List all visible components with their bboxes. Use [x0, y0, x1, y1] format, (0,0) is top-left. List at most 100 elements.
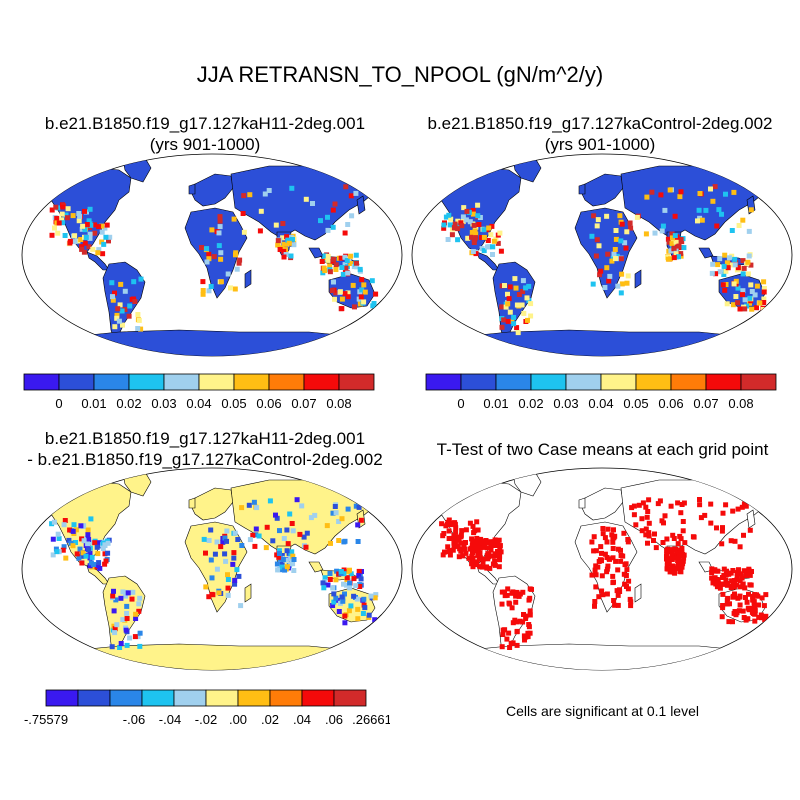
grid-cell — [325, 214, 330, 220]
grid-cell — [669, 241, 675, 247]
grid-cell — [519, 302, 525, 308]
grid-cell — [129, 596, 135, 602]
grid-cell — [86, 244, 92, 250]
grid-cell — [615, 546, 621, 552]
grid-cell — [67, 238, 73, 244]
grid-cell — [510, 589, 516, 595]
grid-cell — [691, 534, 697, 540]
grid-cell — [277, 247, 283, 252]
grid-cell — [730, 568, 736, 573]
grid-cell — [86, 218, 92, 224]
grid-cell — [723, 191, 728, 197]
grid-cell — [328, 540, 333, 546]
grid-cell — [231, 216, 237, 222]
land-field-case2 — [430, 157, 770, 356]
grid-cell — [105, 550, 111, 556]
grid-cell — [334, 568, 340, 574]
grid-cell — [443, 523, 449, 529]
grid-cell — [201, 536, 207, 542]
grid-cell — [330, 603, 336, 608]
grid-cell — [473, 251, 479, 257]
grid-cell — [598, 557, 604, 563]
grid-cell — [708, 186, 713, 192]
grid-cell — [124, 610, 130, 616]
grid-cell — [274, 515, 280, 521]
grid-cell — [214, 539, 220, 545]
grid-cell — [258, 208, 264, 214]
grid-cell — [490, 561, 496, 567]
grid-cell — [669, 553, 675, 558]
grid-cell — [359, 277, 365, 283]
grid-cell — [358, 576, 364, 582]
grid-cell — [517, 618, 523, 624]
grid-cell — [710, 261, 716, 267]
grid-cell — [734, 582, 739, 588]
grid-cell — [724, 582, 730, 588]
grid-cell — [721, 272, 727, 277]
grid-cell — [490, 252, 495, 257]
grid-cell — [138, 276, 144, 282]
grid-cell — [749, 306, 755, 312]
grid-cell — [234, 266, 240, 272]
grid-cell — [49, 232, 55, 238]
grid-cell — [333, 262, 339, 268]
grid-cell — [218, 250, 224, 256]
grid-cell — [463, 550, 469, 556]
grid-cell — [266, 188, 272, 193]
grid-cell — [721, 263, 727, 269]
grid-cell — [713, 568, 719, 574]
grid-cell — [594, 237, 600, 243]
grid-cell — [49, 207, 55, 213]
grid-cell — [73, 527, 79, 533]
grid-cell — [598, 268, 604, 274]
grid-cell — [60, 220, 65, 226]
grid-cell — [471, 240, 477, 245]
grid-cell — [507, 601, 513, 607]
grid-cell — [276, 548, 282, 554]
grid-cell — [344, 575, 350, 581]
map-case1 — [21, 153, 403, 357]
hotspot-cells-case2 — [441, 184, 767, 336]
grid-cell — [81, 249, 87, 255]
grid-cell — [330, 510, 336, 516]
grid-cell — [605, 526, 611, 532]
grid-cell — [88, 560, 94, 566]
grid-cell — [233, 252, 238, 258]
grid-cell — [368, 593, 374, 599]
grid-cell — [83, 234, 89, 240]
grid-cell — [745, 259, 751, 265]
grid-cell — [631, 503, 637, 509]
grid-cell — [622, 581, 628, 587]
grid-cell — [85, 532, 91, 538]
grid-cell — [281, 254, 287, 260]
grid-cell — [470, 523, 476, 529]
colorbar-difference: -.75579 -.06 -.04 -.02 .00 .02 .04 .06 .26661 — [24, 689, 390, 727]
grid-cell — [252, 543, 258, 549]
grid-cell — [735, 506, 741, 512]
grid-cell — [127, 303, 133, 309]
grid-cell — [633, 522, 639, 528]
grid-cell — [737, 594, 743, 600]
grid-cell — [336, 519, 342, 524]
grid-cell — [708, 520, 714, 526]
grid-cell — [724, 601, 730, 607]
grid-cell — [124, 642, 130, 648]
grid-cell — [200, 291, 206, 297]
grid-cell — [484, 545, 490, 551]
grid-cell — [204, 246, 210, 252]
grid-cell — [460, 553, 466, 559]
grid-cell — [366, 612, 372, 618]
grid-cell — [672, 570, 678, 576]
grid-cell — [523, 616, 529, 621]
grid-cell — [720, 282, 726, 288]
grid-cell — [732, 591, 737, 597]
colorbar-swatch — [565, 373, 602, 391]
grid-cell — [232, 286, 238, 292]
grid-cell — [451, 533, 457, 539]
grid-cell — [490, 244, 496, 250]
grid-cell — [204, 259, 210, 265]
grid-cell — [495, 240, 501, 246]
grid-cell — [479, 564, 485, 570]
grid-cell — [478, 539, 484, 545]
grid-cell — [679, 502, 685, 507]
